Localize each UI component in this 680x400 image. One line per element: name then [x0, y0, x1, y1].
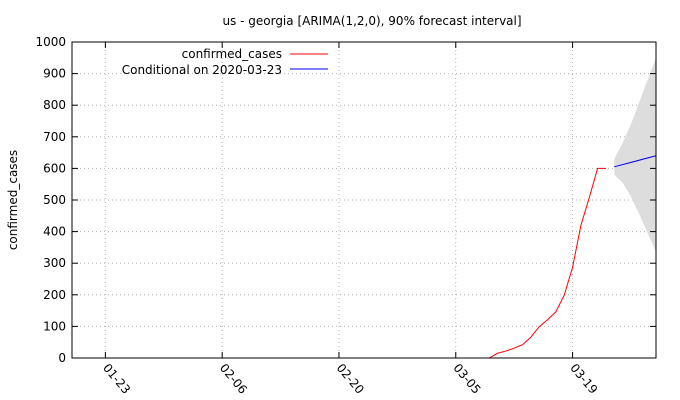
- x-tick-label: 03-05: [450, 361, 483, 397]
- legend-label-conditional: Conditional on 2020-03-23: [122, 63, 282, 77]
- y-tick-label: 400: [43, 225, 66, 239]
- y-tick-label: 300: [43, 256, 66, 270]
- axis-ticks: 0 100 200 300 400 500 600 700 800 900 1000 01-23 02-…: [35, 35, 656, 397]
- y-axis-label: confirmed_cases: [6, 150, 20, 250]
- y-tick-label: 500: [43, 193, 66, 207]
- y-tick-label: 900: [43, 67, 66, 81]
- y-tick-label: 200: [43, 288, 66, 302]
- y-tick-label: 0: [58, 351, 66, 365]
- legend-label-confirmed-cases: confirmed_cases: [182, 47, 282, 61]
- forecast-interval-layer: [614, 57, 656, 253]
- x-tick-label: 03-19: [567, 361, 600, 397]
- series-line-confirmed-cases: [488, 167, 606, 359]
- chart-title: us - georgia [ARIMA(1,2,0), 90% forecast…: [222, 14, 521, 28]
- series-layer: [488, 155, 657, 359]
- grid: [72, 42, 656, 358]
- series-line-forecast: [614, 155, 657, 168]
- x-tick-label: 02-06: [217, 361, 250, 397]
- y-tick-label: 1000: [35, 35, 66, 49]
- y-tick-label: 700: [43, 130, 66, 144]
- legend: confirmed_cases Conditional on 2020-03-2…: [122, 47, 328, 77]
- forecast-interval-band: [614, 57, 656, 253]
- y-tick-label: 800: [43, 98, 66, 112]
- y-tick-label: 600: [43, 161, 66, 175]
- x-tick-label: 02-20: [334, 361, 367, 397]
- y-tick-label: 100: [43, 319, 66, 333]
- x-tick-label: 01-23: [100, 361, 133, 397]
